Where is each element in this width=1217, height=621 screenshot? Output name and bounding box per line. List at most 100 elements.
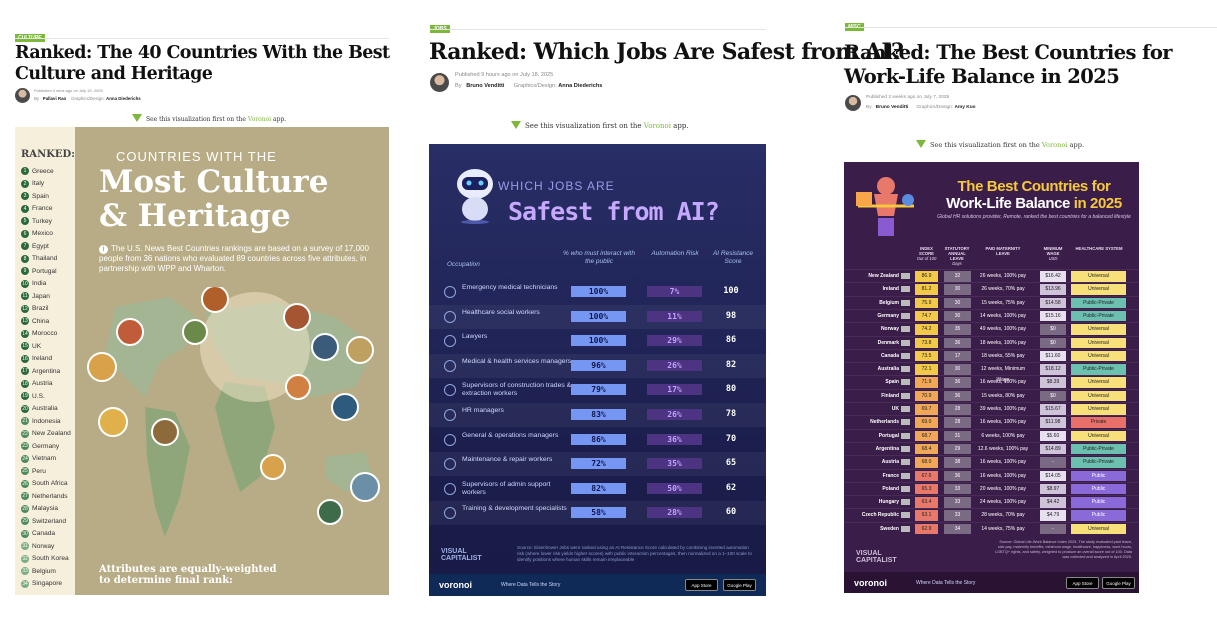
country-name: Finland [881, 392, 899, 399]
annual-leave: 36 [944, 390, 971, 402]
voronoi-logo: voronoi [854, 578, 887, 588]
publish-date: Published 4 mins ago on July 19, 2025 [34, 88, 103, 93]
designer-link[interactable]: Anna Diederichs [106, 96, 141, 101]
rank-number: 5 [21, 217, 29, 226]
voronoi-promo[interactable]: See this visualization first on the Voro… [511, 121, 689, 130]
author-link[interactable]: Pallavi Rao [42, 96, 67, 101]
rank-item: 4 France [21, 203, 75, 216]
work-life-infographic[interactable]: The Best Countries for Work-Life Balance… [844, 162, 1139, 593]
rank-country: Argentina [32, 367, 61, 375]
occupation-icon [444, 433, 456, 446]
automation-value: 29% [647, 335, 702, 347]
maternity-leave: 6 weeks, 100% pay [981, 432, 1025, 439]
country-name: Germany [877, 312, 899, 319]
country-name: Austria [881, 459, 899, 466]
designer-link[interactable]: Anna Diederichs [558, 83, 603, 89]
designer-link[interactable]: Amy Kuo [954, 105, 976, 110]
maternity-leave: 16 weeks, 100% pay [979, 419, 1027, 426]
rank-country: Morocco [32, 330, 58, 338]
occupation-icon [444, 286, 456, 298]
rank-country: Spain [32, 192, 49, 200]
rank-item: 33 Belgium [21, 565, 75, 578]
app-store-button[interactable]: App Store [1066, 577, 1099, 589]
google-play-button[interactable]: Google Play [723, 579, 756, 591]
index-score: 86.9 [915, 271, 938, 282]
app-store-button[interactable]: App Store [685, 579, 718, 591]
rank-number: 20 [21, 404, 29, 413]
rank-number: 15 [21, 342, 29, 351]
annual-leave: 17 [944, 350, 971, 362]
author-link[interactable]: Bruno Venditti [875, 105, 909, 110]
article-title[interactable]: Ranked: Which Jobs Are Safest from AI? [429, 39, 904, 65]
country-name: Australia [877, 366, 899, 373]
minimum-wage: $8.39 [1040, 377, 1066, 388]
maternity-leave: 26 weeks, 100% pay [979, 273, 1027, 279]
flag-icon [901, 499, 910, 506]
minimum-wage: - [1040, 523, 1066, 535]
table-row: Supervisors of admin support workers 82% 5… [429, 477, 766, 501]
interact-value: 96% [571, 359, 626, 371]
rank-country: Norway [32, 542, 55, 550]
country-name: Belgium [879, 299, 899, 306]
automation-value: 50% [647, 482, 702, 494]
article-title[interactable]: Ranked: The Best Countries for Work-Life… [844, 41, 1173, 88]
rank-country: Brazil [32, 305, 49, 313]
country-name: Czech Republic [861, 512, 899, 519]
culture-infographic[interactable]: RANKED: 1 Greece 2 Italy 3 Spain 4 France 5 Turke… [15, 127, 389, 595]
healthcare-system: Public [1071, 497, 1126, 508]
table-row: Finland 70.9 36 15 weeks, 80% pay $0 Universa… [844, 388, 1139, 402]
rank-item: 32 South Korea [21, 553, 75, 566]
resistance-score: 82 [725, 359, 737, 370]
rank-number: 21 [21, 417, 29, 426]
author-link[interactable]: Bruno Venditti [466, 83, 505, 89]
interact-value: 100% [571, 310, 626, 322]
info-icon: i [99, 245, 108, 254]
infographic-heading: Safest from AI? [508, 197, 720, 226]
healthcare-system: Universal [1071, 523, 1126, 535]
rank-number: 28 [21, 504, 29, 513]
rank-item: 23 Germany [21, 440, 75, 453]
country-name: Sweden [880, 525, 899, 532]
col-healthcare: HEALTHCARE SYSTEM [1075, 246, 1123, 251]
country-name: Portugal [878, 432, 899, 439]
index-score: 69.7 [915, 404, 938, 415]
voronoi-tagline: Where Data Tells the Story [916, 580, 976, 586]
table-row: Czech Republic 63.1 33 28 weeks, 70% pay $4.… [844, 508, 1139, 521]
voronoi-promo[interactable]: See this visualization first on the Voro… [916, 140, 1084, 149]
annual-leave: 31 [944, 430, 971, 442]
healthcare-system: Public [1071, 510, 1126, 521]
flag-icon [901, 286, 910, 293]
interact-value: 100% [571, 335, 626, 347]
rank-country: Turkey [32, 217, 52, 225]
minimum-wage: $0 [1040, 390, 1066, 402]
rank-item: 31 Norway [21, 540, 75, 553]
article-title[interactable]: Ranked: The 40 Countries With the Best C… [15, 43, 390, 84]
voronoi-bar: voronoi Where Data Tells the Story App S… [429, 574, 766, 596]
annual-leave: 28 [944, 417, 971, 428]
automation-value: 36% [647, 433, 702, 445]
automation-value: 26% [647, 359, 702, 371]
resistance-score: 98 [725, 310, 737, 321]
voronoi-promo[interactable]: See this visualization first on the Voro… [132, 114, 286, 123]
rank-country: China [32, 317, 50, 325]
rank-number: 30 [21, 529, 29, 538]
minimum-wage: $4.79 [1040, 510, 1066, 521]
rank-number: 16 [21, 354, 29, 363]
resistance-score: 60 [725, 507, 737, 518]
index-score: 69.0 [915, 417, 938, 428]
rank-number: 10 [21, 279, 29, 288]
voronoi-bar: voronoi Where Data Tells the Story App S… [844, 572, 1139, 593]
rank-item: 17 Argentina [21, 365, 75, 378]
interact-value: 72% [571, 458, 626, 470]
occupation-name: Medical & health services managers [462, 357, 572, 365]
minimum-wage: $11.60 [1040, 350, 1066, 362]
country-name: Spain [885, 379, 899, 386]
jobs-infographic[interactable]: WHICH JOBS ARE Safest from AI? Occupatio… [429, 144, 766, 596]
rank-number: 31 [21, 542, 29, 551]
google-play-button[interactable]: Google Play [1102, 577, 1135, 589]
rank-country: Canada [32, 530, 56, 538]
infographic-description: i The U.S. News Best Countries rankings a… [99, 244, 369, 273]
flag-icon [901, 392, 910, 399]
rank-country: Malaysia [32, 505, 59, 513]
byline: By Pallavi Rao Graphics/Design: Anna Die… [34, 96, 141, 101]
